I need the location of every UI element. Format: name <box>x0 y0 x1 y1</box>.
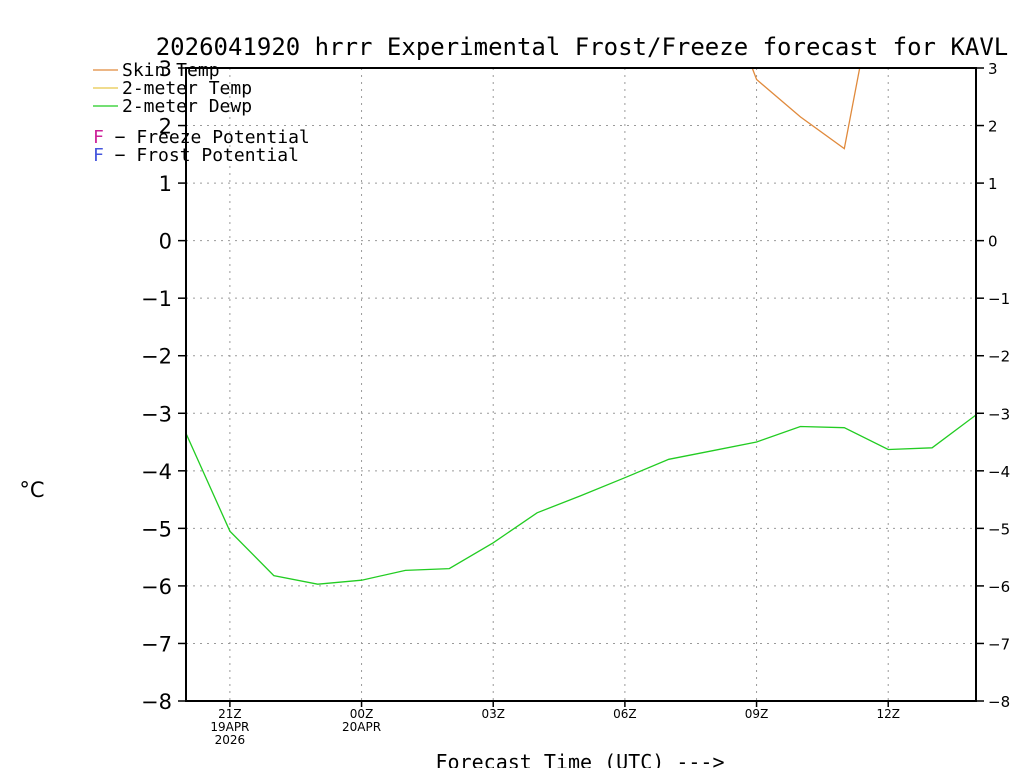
y-tick-label-right: −7 <box>988 635 1010 653</box>
x-tick-label: 03Z <box>481 707 505 721</box>
y-tick-label-right: 0 <box>988 233 998 251</box>
x-tick-label: 20APR <box>342 720 381 734</box>
y-tick-label-left: −4 <box>141 460 172 484</box>
legend-label: Skin Temp <box>122 60 220 81</box>
y-tick-label-right: −1 <box>988 290 1010 308</box>
plot-frame <box>185 67 977 702</box>
y-tick-label-right: −6 <box>988 578 1010 596</box>
y-tick-label-right: 3 <box>988 60 998 78</box>
potential-legend-letter: F <box>93 145 104 166</box>
y-tick-label-left: −2 <box>141 345 172 369</box>
y-tick-label-left: 2 <box>159 115 172 139</box>
y-tick-label-right: 2 <box>988 118 998 136</box>
potential-legend-text: − Frost Potential <box>104 145 299 166</box>
x-tick-label: 19APR <box>210 720 249 734</box>
y-tick-label-right: −5 <box>988 520 1010 538</box>
y-tick-label-left: −7 <box>141 632 172 656</box>
y-tick-label-left: −6 <box>141 575 172 599</box>
chart-title: 2026041920 hrrr Experimental Frost/Freez… <box>156 33 1009 61</box>
y-tick-label-left: −3 <box>141 402 172 426</box>
potential-legend-entry: F − Freeze Potential <box>93 127 310 148</box>
series-line-skin-temp <box>751 68 861 150</box>
x-tick-label: 12Z <box>876 707 900 721</box>
x-tick-label: 00Z <box>350 707 374 721</box>
x-tick-label: 21Z <box>218 707 242 721</box>
x-tick-label: 06Z <box>613 707 637 721</box>
x-axis-label: Forecast Time (UTC) ---> <box>436 750 725 768</box>
x-tick-label: 2026 <box>215 733 246 747</box>
y-axis-unit: °C <box>19 478 44 502</box>
y-tick-label-right: 1 <box>988 175 998 193</box>
legend-label: 2-meter Dewp <box>122 96 252 117</box>
grid <box>186 68 976 701</box>
y-tick-label-left: 1 <box>159 172 172 196</box>
y-tick-label-left: −8 <box>141 690 172 714</box>
y-tick-label-right: −3 <box>988 405 1010 423</box>
axis-ticks: 3 3 2 2 1 1 0 0 −1 −1 −2 −2 −3 −3 −4 −4 −5 −5 −6 −6 −7 −7 −8 −8… <box>141 57 1010 747</box>
legend-label: 2-meter Temp <box>122 78 252 99</box>
y-tick-label-right: −8 <box>988 693 1010 711</box>
potential-legend-entry: F − Frost Potential <box>93 145 299 166</box>
x-tick-label: 09Z <box>745 707 769 721</box>
potential-legend-letter: F <box>93 127 104 148</box>
series-line-2-meter-dewp <box>186 414 976 585</box>
y-tick-label-right: −4 <box>988 463 1010 481</box>
y-tick-label-left: −1 <box>141 287 172 311</box>
y-tick-label-right: −2 <box>988 348 1010 366</box>
series-layer <box>186 68 976 585</box>
y-tick-label-left: 0 <box>159 230 172 254</box>
potential-legend-text: − Freeze Potential <box>104 127 310 148</box>
y-tick-label-left: 3 <box>159 57 172 81</box>
y-tick-label-left: −5 <box>141 517 172 541</box>
